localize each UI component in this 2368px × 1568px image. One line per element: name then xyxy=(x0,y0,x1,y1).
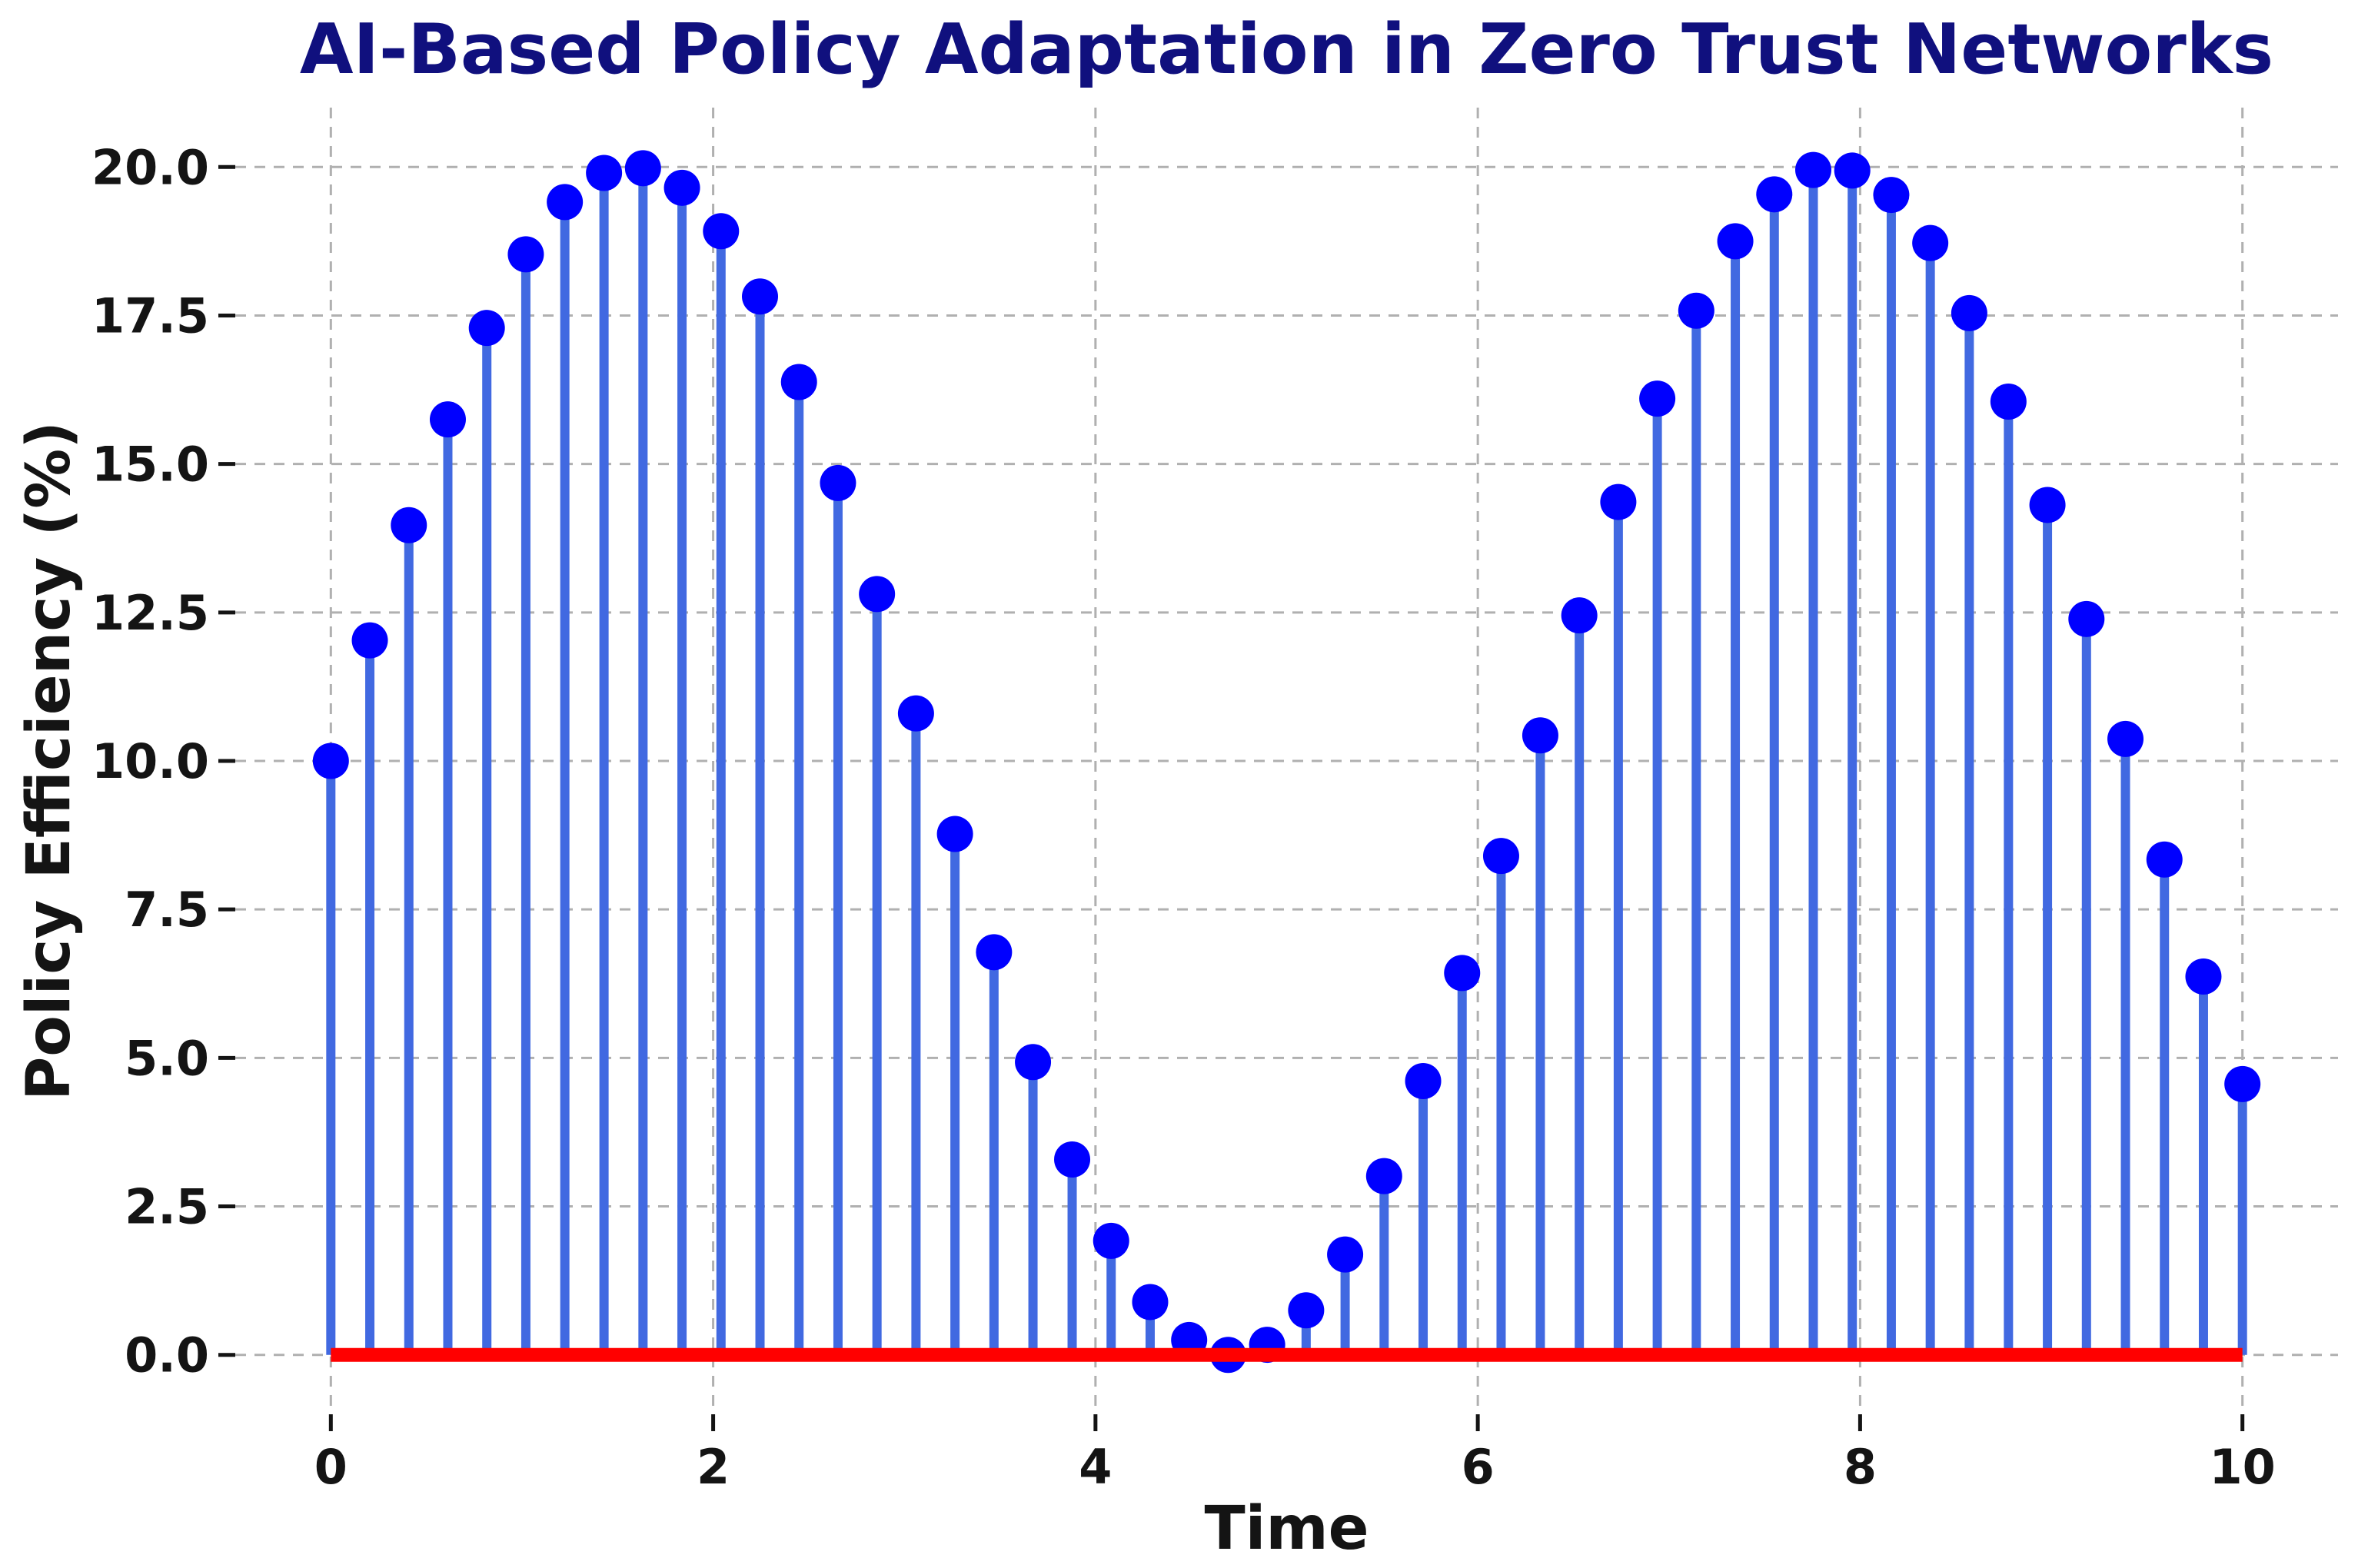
data-point-marker xyxy=(1015,1044,1052,1081)
x-tick-label: 2 xyxy=(697,1439,730,1495)
x-tick-label: 10 xyxy=(2210,1439,2276,1495)
data-point-marker xyxy=(351,622,388,659)
data-point-marker xyxy=(1482,838,1519,875)
data-point-marker xyxy=(2224,1065,2261,1102)
data-point-marker xyxy=(1365,1158,1402,1194)
data-point-marker xyxy=(586,154,623,191)
data-point-marker xyxy=(1756,176,1793,213)
y-tick-label: 17.5 xyxy=(91,287,209,344)
data-point-marker xyxy=(936,816,973,852)
data-point-marker xyxy=(820,464,856,501)
data-point-marker xyxy=(1639,380,1676,417)
data-point-marker xyxy=(547,184,584,221)
data-point-marker xyxy=(468,310,505,347)
data-point-marker xyxy=(2146,841,2183,878)
x-tick-label: 6 xyxy=(1462,1439,1495,1495)
data-point-marker xyxy=(391,507,427,543)
y-tick-label: 10.0 xyxy=(91,733,209,789)
x-tick-label: 8 xyxy=(1844,1439,1877,1495)
data-point-marker xyxy=(1873,177,1910,214)
data-point-marker xyxy=(2068,600,2105,637)
y-tick-label: 7.5 xyxy=(125,882,209,938)
chart-title: AI-Based Policy Adaptation in Zero Trust… xyxy=(299,9,2274,90)
x-tick-label: 4 xyxy=(1079,1439,1112,1495)
data-point-marker xyxy=(1561,597,1598,634)
data-point-marker xyxy=(1678,292,1714,329)
y-tick-label: 2.5 xyxy=(125,1179,209,1235)
data-point-marker xyxy=(1794,151,1831,188)
data-point-marker xyxy=(1951,294,1987,331)
data-point-marker xyxy=(780,364,817,400)
data-point-marker xyxy=(1327,1236,1364,1273)
data-point-marker xyxy=(1522,717,1558,754)
data-point-marker xyxy=(1600,483,1637,520)
data-point-marker xyxy=(2185,958,2222,995)
data-point-marker xyxy=(507,236,544,273)
data-point-marker xyxy=(1288,1292,1325,1329)
data-point-marker xyxy=(664,169,700,206)
data-point-marker xyxy=(1054,1141,1091,1178)
data-point-marker xyxy=(1990,384,2027,420)
y-tick-label: 0.0 xyxy=(125,1327,209,1384)
data-point-marker xyxy=(703,213,740,250)
data-point-marker xyxy=(742,278,779,315)
data-point-marker xyxy=(1717,223,1754,260)
x-tick-label: 0 xyxy=(314,1439,348,1495)
y-tick-label: 15.0 xyxy=(91,437,209,493)
data-point-marker xyxy=(1912,224,1949,261)
data-point-marker xyxy=(976,934,1013,971)
data-point-marker xyxy=(2107,720,2144,757)
data-point-marker xyxy=(1093,1222,1129,1259)
x-axis-label: Time xyxy=(1204,1494,1369,1563)
data-point-marker xyxy=(1834,152,1871,189)
data-point-marker xyxy=(2029,487,2066,523)
data-point-marker xyxy=(624,150,661,187)
data-point-marker xyxy=(312,742,349,779)
data-point-marker xyxy=(859,576,896,613)
data-point-marker xyxy=(429,401,466,438)
y-tick-label: 12.5 xyxy=(91,585,209,641)
data-point-marker xyxy=(897,695,934,732)
data-point-marker xyxy=(1405,1063,1442,1099)
y-tick-label: 20.0 xyxy=(91,139,209,195)
data-point-marker xyxy=(1132,1284,1169,1321)
y-tick-label: 5.0 xyxy=(125,1030,209,1086)
data-point-marker xyxy=(1444,955,1481,992)
